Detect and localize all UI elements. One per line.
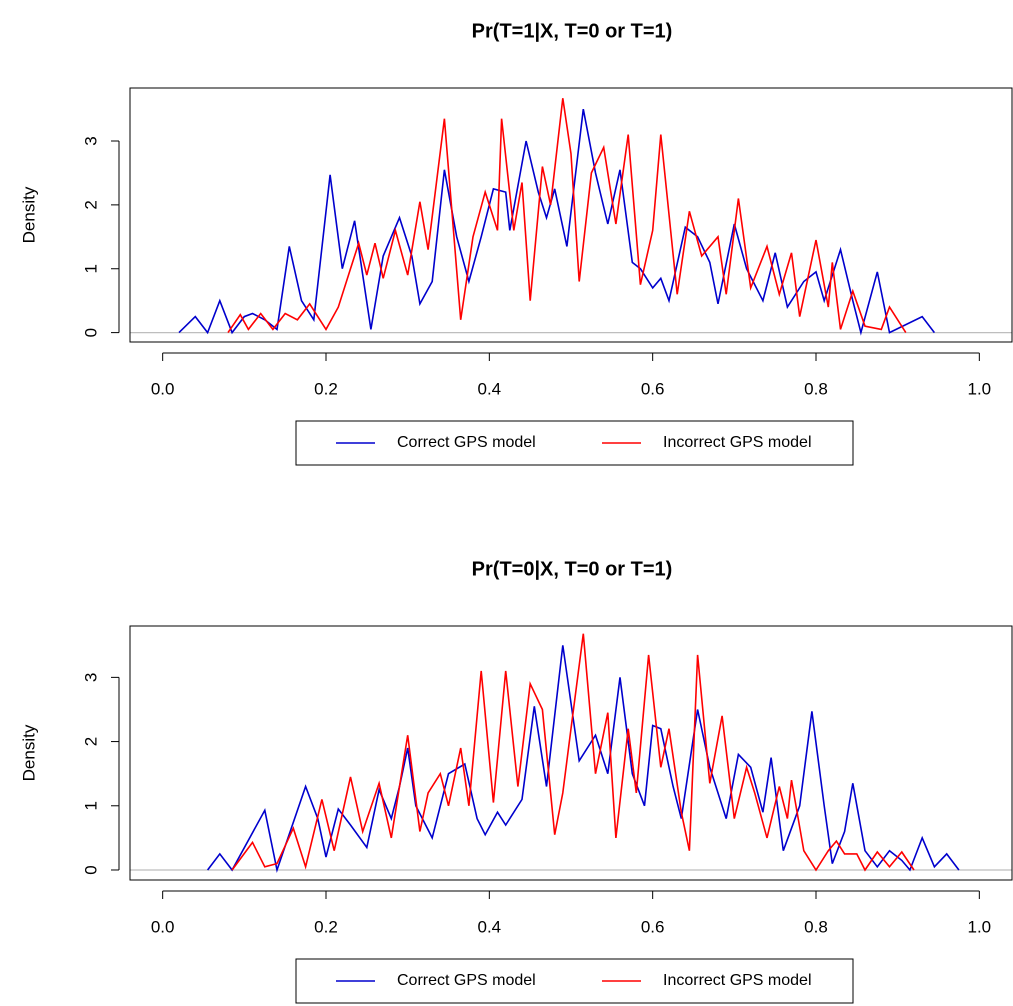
x-tick-label: 0.8 [804,379,828,398]
y-axis-label: Density [19,186,38,243]
density-line [178,108,936,336]
y-axis-label: Density [19,724,38,781]
x-tick-label: 0.6 [641,917,665,936]
y-tick-label: 0 [81,865,100,874]
x-tick-label: 0.4 [478,379,502,398]
legend-box [295,420,854,466]
y-tick-label: 1 [81,264,100,273]
legend-label: Incorrect GPS model [663,434,812,451]
chart-title: Pr(T=1|X, T=0 or T=1) [472,20,673,42]
legend-box [295,958,854,1004]
legend-label: Correct GPS model [397,434,536,451]
x-tick-label: 1.0 [968,917,992,936]
x-tick-label: 0.4 [478,917,502,936]
x-tick-label: 0.0 [151,379,175,398]
x-tick-label: 1.0 [968,379,992,398]
x-tick-label: 0.0 [151,917,175,936]
y-tick-label: 0 [81,328,100,337]
y-tick-label: 2 [81,200,100,209]
density-line [206,645,960,874]
y-tick-label: 3 [81,673,100,682]
legend-label: Correct GPS model [397,972,536,989]
density-line [231,633,915,872]
chart-title: Pr(T=0|X, T=0 or T=1) [472,558,673,580]
x-tick-label: 0.2 [314,379,338,398]
x-tick-label: 0.2 [314,917,338,936]
density-line [227,98,907,334]
y-tick-label: 2 [81,737,100,746]
x-tick-label: 0.8 [804,917,828,936]
y-tick-label: 1 [81,801,100,810]
y-tick-label: 3 [81,136,100,145]
plot-frame [129,625,1013,881]
legend-label: Incorrect GPS model [663,972,812,989]
plot-frame [129,87,1013,343]
x-tick-label: 0.6 [641,379,665,398]
